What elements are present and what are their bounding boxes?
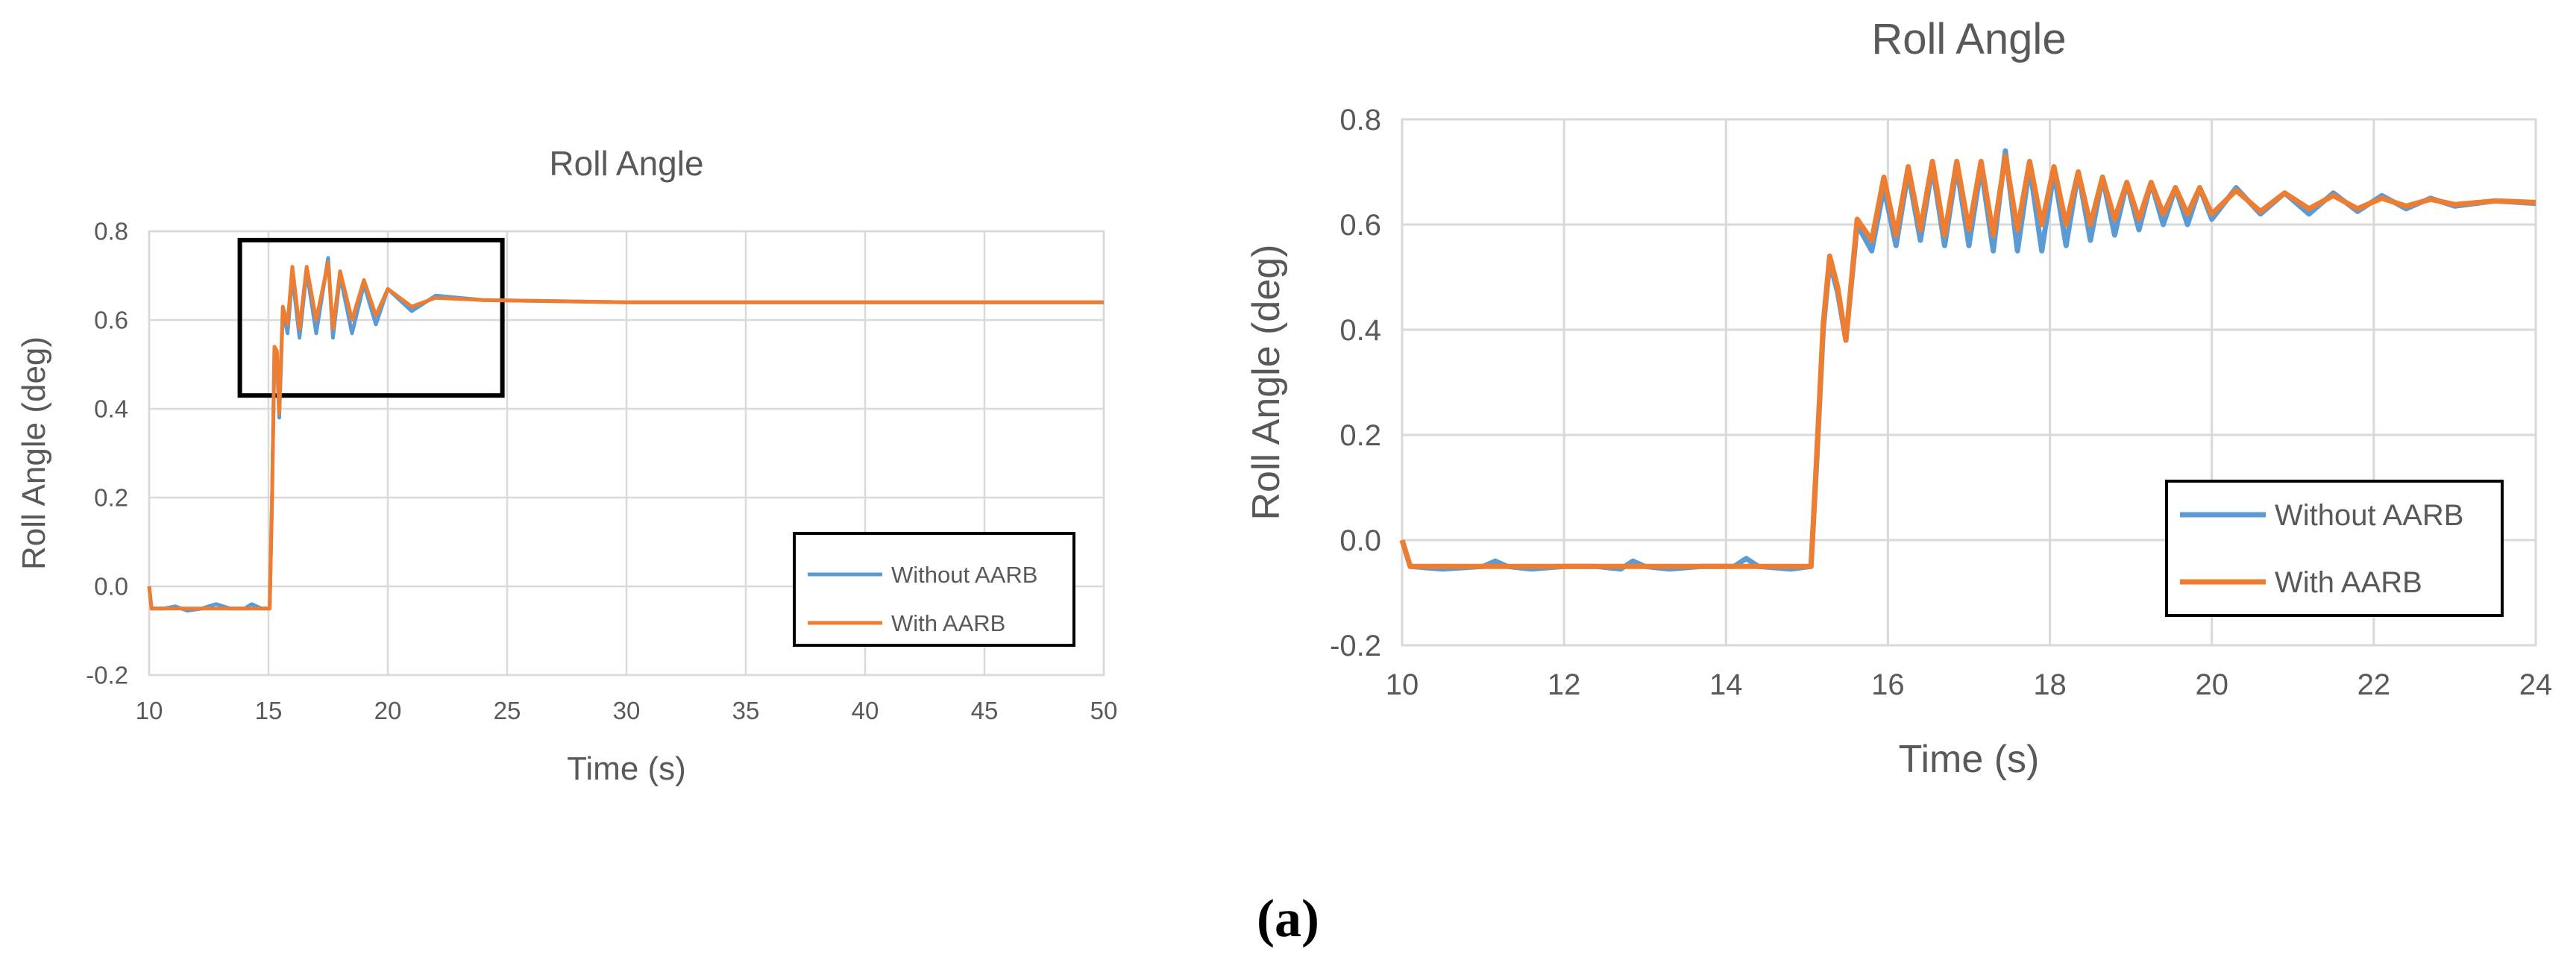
legend-label: Without AARB	[891, 562, 1037, 588]
series-line-with-aarb	[1399, 153, 2536, 569]
y-tick-label: 0.4	[1339, 314, 1381, 347]
x-tick-label: 18	[2033, 668, 2067, 701]
chart-title: Roll Angle	[1871, 15, 2066, 63]
x-tick-label: 50	[1090, 697, 1118, 724]
x-tick-label: 15	[255, 697, 283, 724]
plot-area-border	[148, 230, 1105, 677]
y-tick-label: 0.2	[94, 484, 128, 512]
x-tick-label: 14	[1709, 668, 1743, 701]
x-tick-label: 20	[374, 697, 402, 724]
x-tick-label: 10	[1386, 668, 1419, 701]
y-tick-label: 0.8	[94, 218, 128, 245]
figure-caption: (a)	[1257, 888, 1319, 948]
x-tick-label: 20	[2195, 668, 2228, 701]
legend-label: With AARB	[891, 610, 1005, 636]
y-tick-label: 0.6	[1339, 209, 1381, 242]
x-tick-label: 35	[732, 697, 760, 724]
y-tick-label: 0.8	[1339, 104, 1381, 137]
y-tick-label: 0.0	[1339, 524, 1381, 557]
y-axis-label: Roll Angle (deg)	[1245, 245, 1288, 521]
x-tick-label: 10	[136, 697, 163, 724]
x-tick-label: 40	[852, 697, 879, 724]
y-tick-label: 0.4	[94, 395, 128, 423]
x-axis-label: Time (s)	[567, 750, 686, 787]
y-axis-label: Roll Angle (deg)	[16, 336, 52, 570]
x-tick-label: 30	[613, 697, 641, 724]
x-tick-label: 12	[1548, 668, 1581, 701]
chart-title: Roll Angle	[549, 144, 703, 183]
x-tick-label: 25	[494, 697, 521, 724]
x-tick-label: 22	[2357, 668, 2391, 701]
x-tick-label: 16	[1871, 668, 1905, 701]
x-axis-label: Time (s)	[1899, 738, 2040, 781]
chart-left: -0.2 0.0 0.2 0.4 0.6 0.8 10 15 20 25 30 35 40 45 50 Rol…	[16, 144, 1117, 787]
legend-box	[2165, 480, 2504, 617]
y-tick-label: 0.6	[94, 307, 128, 334]
legend-box	[793, 532, 1075, 647]
y-tick-label: -0.2	[1330, 630, 1381, 662]
x-tick-label: 45	[971, 697, 999, 724]
chart-right: -0.2 0.0 0.2 0.4 0.6 0.8 10 12 14 16 18 20 22 24 Roll …	[1245, 15, 2552, 781]
y-tick-label: 0.0	[94, 573, 128, 601]
plot-area-border	[1401, 118, 2537, 647]
legend-label: Without AARB	[2275, 499, 2463, 532]
legend-label: With AARB	[2275, 566, 2422, 599]
x-tick-label: 24	[2519, 668, 2553, 701]
zoom-box	[237, 237, 505, 398]
y-tick-label: -0.2	[86, 662, 128, 689]
series-line-with-aarb	[147, 260, 1104, 611]
y-tick-label: 0.2	[1339, 419, 1381, 452]
